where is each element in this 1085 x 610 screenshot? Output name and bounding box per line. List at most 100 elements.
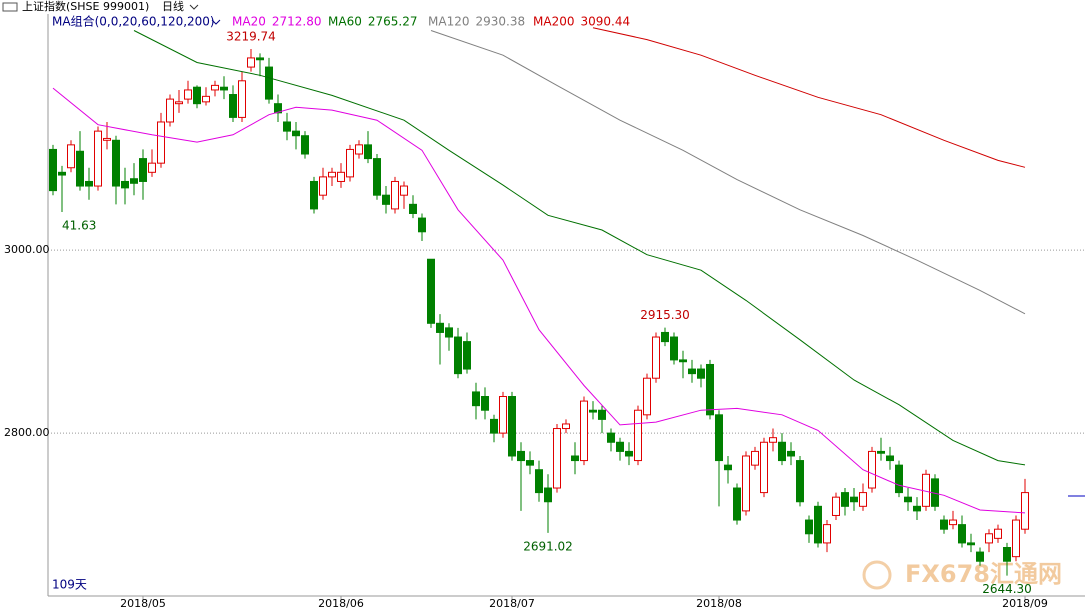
candle-body bbox=[202, 95, 210, 103]
candle-body bbox=[472, 391, 480, 407]
candle-body bbox=[121, 180, 129, 189]
candle-body bbox=[814, 505, 822, 544]
candle-body bbox=[229, 94, 237, 118]
legend-value: 3090.44 bbox=[580, 15, 630, 29]
candle-body bbox=[850, 496, 858, 503]
candle-body bbox=[832, 496, 840, 516]
candle-body bbox=[310, 180, 318, 210]
candle-body bbox=[688, 368, 696, 375]
watermark-logo bbox=[862, 560, 892, 590]
legend-value: 2765.27 bbox=[368, 15, 418, 29]
candle-body bbox=[328, 171, 336, 178]
candle-body bbox=[139, 158, 147, 182]
candle-body bbox=[256, 57, 264, 61]
candle-body bbox=[706, 363, 714, 416]
candle-body bbox=[346, 148, 354, 178]
candle-body bbox=[967, 542, 975, 546]
candle-body bbox=[580, 400, 588, 462]
candle-body bbox=[976, 551, 984, 562]
candle-body bbox=[364, 144, 372, 160]
candle-body bbox=[868, 450, 876, 489]
candle-body bbox=[958, 524, 966, 544]
candle-body bbox=[67, 144, 75, 169]
candle-body bbox=[823, 524, 831, 544]
x-tick-label: 2018/06 bbox=[318, 597, 364, 610]
candle-body bbox=[535, 469, 543, 494]
candle-body bbox=[949, 519, 957, 526]
legend-name: MA60 bbox=[328, 15, 362, 29]
candle-body bbox=[886, 455, 894, 462]
candle-body bbox=[247, 57, 255, 68]
candle-body bbox=[382, 194, 390, 205]
candle-body bbox=[616, 441, 624, 452]
candle-body bbox=[778, 441, 786, 462]
x-tick-label: 2018/09 bbox=[1002, 597, 1048, 610]
candle-body bbox=[1021, 492, 1029, 530]
candle-body bbox=[409, 203, 417, 214]
candle-body bbox=[643, 377, 651, 416]
candle-body bbox=[445, 327, 453, 338]
price-annotation: 2691.02 bbox=[523, 539, 573, 553]
candle-body bbox=[670, 336, 678, 361]
candle-body bbox=[76, 150, 84, 187]
header-icon bbox=[2, 2, 18, 12]
legend-name: MA200 bbox=[533, 15, 574, 29]
candle-body bbox=[436, 322, 444, 333]
candle-body bbox=[481, 396, 489, 411]
candle-body bbox=[418, 217, 426, 233]
indicator-label[interactable]: MA组合(0,0,20,60,120,200) bbox=[52, 14, 215, 29]
candle-body bbox=[211, 84, 219, 91]
candle-body bbox=[544, 487, 552, 503]
candle-body bbox=[985, 533, 993, 544]
ma-line bbox=[133, 30, 1026, 466]
candle-body bbox=[427, 258, 435, 324]
candle-body bbox=[715, 414, 723, 462]
candle-body bbox=[526, 460, 534, 466]
watermark: FX678汇通网 bbox=[905, 560, 1062, 588]
candle-body bbox=[337, 171, 345, 182]
candle-body bbox=[598, 409, 606, 420]
candle-body bbox=[571, 455, 579, 462]
candle-body bbox=[679, 359, 687, 363]
period-caret bbox=[189, 4, 199, 10]
candle-body bbox=[58, 171, 66, 176]
candle-body bbox=[463, 341, 471, 370]
candle-body bbox=[877, 450, 885, 454]
candle-body bbox=[607, 432, 615, 443]
candle-body bbox=[904, 496, 912, 503]
ma-line bbox=[430, 30, 1026, 315]
candle-body bbox=[805, 519, 813, 535]
legend-name: MA20 bbox=[232, 15, 266, 29]
candle-body bbox=[265, 66, 273, 100]
candle-body bbox=[697, 368, 705, 379]
candle-body bbox=[913, 505, 921, 512]
x-tick-label: 2018/08 bbox=[696, 597, 742, 610]
candle-body bbox=[742, 455, 750, 512]
candle-body bbox=[994, 528, 1002, 539]
candle-body bbox=[184, 89, 192, 100]
ma-line bbox=[52, 87, 1026, 514]
candle-body bbox=[733, 487, 741, 521]
candle-body bbox=[661, 331, 669, 343]
candle-body bbox=[193, 86, 201, 105]
symbol-title: 上证指数(SHSE 999001) bbox=[22, 0, 149, 13]
legend-name: MA120 bbox=[428, 15, 469, 29]
period[interactable]: 日线 bbox=[162, 0, 184, 13]
price-annotation: 41.63 bbox=[62, 218, 96, 232]
candle-body bbox=[751, 450, 759, 466]
candle-body bbox=[589, 409, 597, 413]
candle-body bbox=[724, 464, 732, 471]
candle-body bbox=[130, 178, 138, 184]
candle-body bbox=[283, 121, 291, 132]
day-count: 109天 bbox=[52, 578, 87, 592]
candle-body bbox=[220, 86, 228, 91]
y-tick-label: 3000.00 bbox=[4, 243, 50, 256]
candle-body bbox=[796, 460, 804, 503]
candle-body bbox=[769, 437, 777, 443]
price-annotation: 3219.74 bbox=[226, 30, 276, 44]
candle-body bbox=[562, 423, 570, 430]
candle-body bbox=[652, 336, 660, 379]
x-tick-label: 2018/05 bbox=[120, 597, 166, 610]
candle-body bbox=[625, 450, 633, 457]
candle-body bbox=[373, 158, 381, 196]
